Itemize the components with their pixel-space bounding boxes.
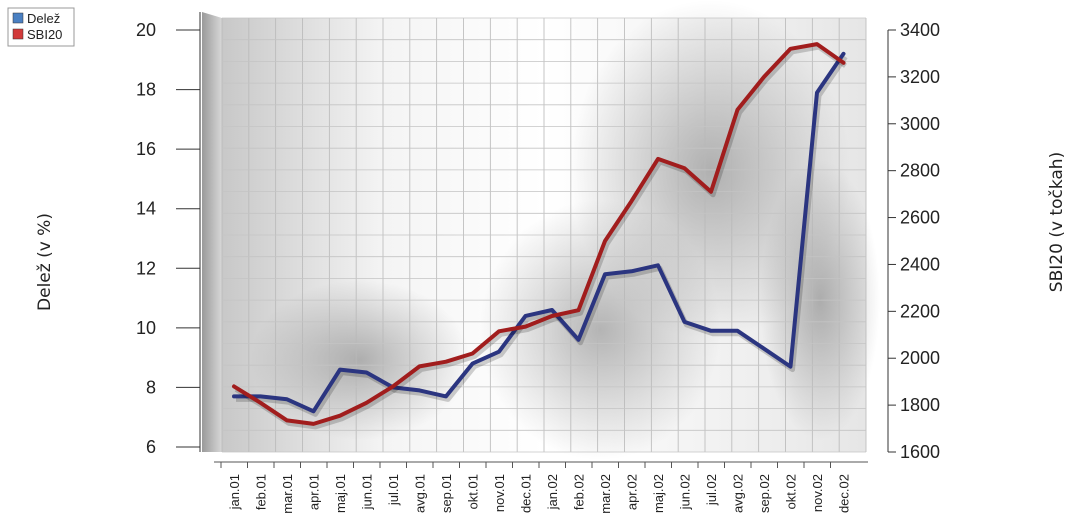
x-tick-label: mar.02 bbox=[598, 474, 613, 514]
y-right-tick-label: 2000 bbox=[900, 348, 940, 368]
legend: Delež SBI20 bbox=[7, 7, 75, 47]
x-tick-label: sep.02 bbox=[757, 474, 772, 513]
x-tick-label: jun.02 bbox=[678, 474, 693, 510]
legend-label-sbi20: SBI20 bbox=[27, 27, 62, 42]
x-tick-label: okt.02 bbox=[784, 474, 799, 509]
x-tick-label: avg.01 bbox=[413, 474, 428, 513]
x-ticks: jan.01 feb.01 mar.01 apr.01 maj.01 jun.01 jul.… bbox=[220, 462, 852, 514]
y-right-axis-title: SBI20 (v točkah) bbox=[1047, 152, 1067, 292]
x-tick-label: jul.01 bbox=[386, 474, 401, 506]
x-tick-label: maj.02 bbox=[651, 474, 666, 513]
x-tick-label: jan.01 bbox=[227, 474, 242, 510]
legend-swatch-sbi20 bbox=[12, 28, 24, 40]
y-left-tick-label: 20 bbox=[136, 20, 156, 40]
legend-swatch-delez bbox=[12, 12, 24, 24]
x-tick-label: avg.02 bbox=[731, 474, 746, 513]
y-left-tick-label: 18 bbox=[136, 80, 156, 100]
x-tick-label: okt.01 bbox=[466, 474, 481, 509]
x-tick-label: maj.01 bbox=[333, 474, 348, 513]
y-right-tick-label: 3400 bbox=[900, 20, 940, 40]
x-tick-label: nov.02 bbox=[810, 474, 825, 512]
x-tick-label: nov.01 bbox=[492, 474, 507, 512]
x-tick-label: jul.02 bbox=[704, 474, 719, 506]
x-tick-label: mar.01 bbox=[280, 474, 295, 514]
x-tick-label: feb.02 bbox=[572, 474, 587, 510]
series-line-sbi20 bbox=[232, 42, 846, 426]
y-right-tick-label: 2400 bbox=[900, 254, 940, 274]
series-lines bbox=[232, 42, 848, 430]
y-left-ticks: 6 8 10 12 14 16 18 20 bbox=[136, 20, 200, 457]
x-tick-label: jan.02 bbox=[545, 474, 560, 510]
x-tick-label: sep.01 bbox=[439, 474, 454, 513]
y-left-axis-title: Delež (v %) bbox=[35, 213, 55, 311]
x-tick-label: jun.01 bbox=[360, 474, 375, 510]
x-tick-label: dec.01 bbox=[519, 474, 534, 513]
series-shadow-sbi20 bbox=[234, 44, 847, 430]
x-tick-label: dec.02 bbox=[837, 474, 852, 513]
x-tick-label: feb.01 bbox=[254, 474, 269, 510]
y-left-tick-label: 16 bbox=[136, 139, 156, 159]
x-tick-label: apr.01 bbox=[307, 474, 322, 510]
y-right-tick-label: 1800 bbox=[900, 395, 940, 415]
legend-label-delez: Delež bbox=[27, 11, 60, 26]
y-left-tick-label: 10 bbox=[136, 318, 156, 338]
y-right-tick-label: 3000 bbox=[900, 114, 940, 134]
y-left-tick-label: 12 bbox=[136, 258, 156, 278]
y-right-tick-label: 2800 bbox=[900, 161, 940, 181]
y-right-tick-label: 2200 bbox=[900, 301, 940, 321]
y-left-tick-label: 6 bbox=[146, 437, 156, 457]
y-right-tick-label: 2600 bbox=[900, 208, 940, 228]
y-right-ticks: 1600 1800 2000 2200 2400 2600 2800 3000 3200 3400 bbox=[888, 20, 940, 462]
x-tick-label: apr.02 bbox=[625, 474, 640, 510]
y-left-tick-label: 14 bbox=[136, 199, 156, 219]
series-line-delež bbox=[232, 51, 846, 414]
y-right-tick-label: 1600 bbox=[900, 442, 940, 462]
grid bbox=[221, 17, 867, 453]
y-right-tick-label: 3200 bbox=[900, 67, 940, 87]
y-left-tick-label: 8 bbox=[146, 377, 156, 397]
